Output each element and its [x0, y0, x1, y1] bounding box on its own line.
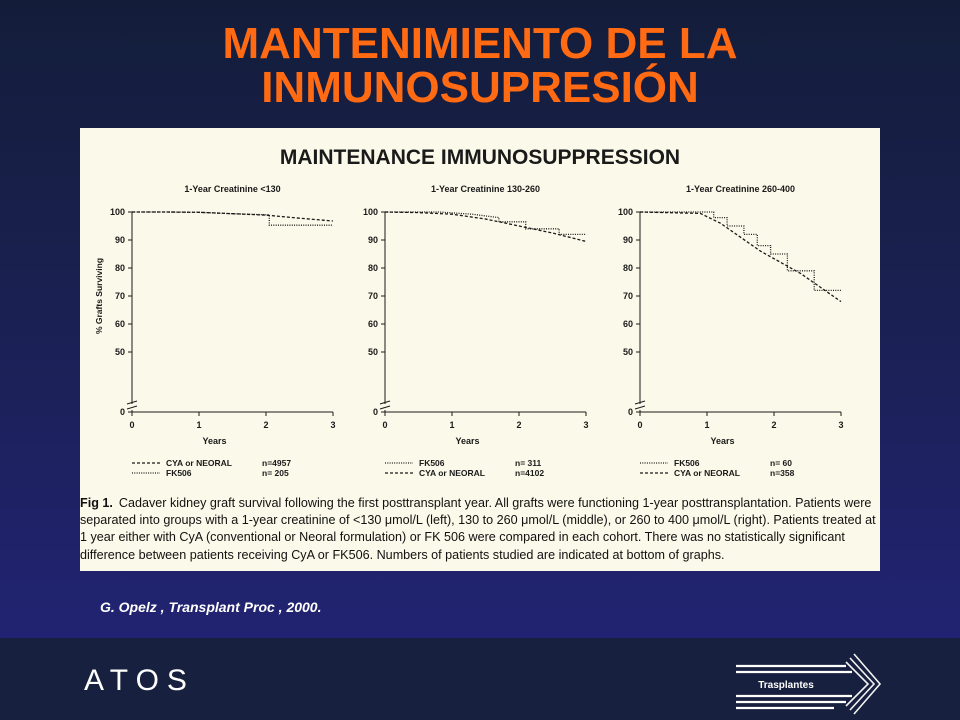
legend-label: FK506	[674, 458, 700, 468]
citation: G. Opelz , Transplant Proc , 2000.	[100, 599, 322, 615]
x-tick-label: 1	[196, 420, 201, 430]
x-tick-label: 3	[583, 420, 588, 430]
slide-title: MANTENIMIENTO DE LA INMUNOSUPRESIÓN	[0, 22, 960, 110]
chart-title: 1-Year Creatinine 130-260	[431, 184, 540, 194]
x-tick-label: 3	[330, 420, 335, 430]
legend-count: n=358	[770, 468, 795, 478]
legend-label: CYA or NEORAL	[674, 468, 740, 478]
x-tick-label: 0	[637, 420, 642, 430]
axis-break-mark	[379, 405, 391, 410]
y-tick-label: 100	[363, 207, 378, 217]
x-tick-label: 1	[449, 420, 454, 430]
x-tick-label: 2	[263, 420, 268, 430]
figure-panel: MAINTENANCE IMMUNOSUPPRESSION 1-Year Cre…	[80, 128, 880, 571]
legend-count: n=4957	[262, 458, 291, 468]
series-line-cya-or-neoral	[384, 211, 587, 243]
y-tick-label: 0	[373, 407, 378, 417]
legend-label: FK506	[419, 458, 445, 468]
trasplantes-logo: Trasplantes	[736, 653, 882, 715]
y-tick-label: 80	[115, 263, 125, 273]
y-tick-label: 70	[115, 291, 125, 301]
x-tick-label: 3	[838, 420, 843, 430]
x-axis-label: Years	[455, 436, 479, 446]
x-tick-label: 0	[129, 420, 134, 430]
chart-title: 1-Year Creatinine <130	[184, 184, 280, 194]
x-axis-label: Years	[710, 436, 734, 446]
x-tick-label: 1	[704, 420, 709, 430]
brand-name: ATOS	[84, 664, 195, 697]
y-tick-label: 60	[368, 319, 378, 329]
logo-text: Trasplantes	[758, 680, 814, 691]
legend-label: CYA or NEORAL	[166, 458, 232, 468]
legend-count: n= 205	[262, 468, 289, 478]
y-tick-label: 50	[623, 347, 633, 357]
y-tick-label: 50	[115, 347, 125, 357]
y-tick-label: 100	[618, 207, 633, 217]
series-line-cya-or-neoral	[132, 211, 334, 222]
y-tick-label: 80	[623, 263, 633, 273]
axis-break-mark	[126, 400, 138, 405]
axis-break-mark	[126, 405, 138, 410]
x-tick-label: 0	[382, 420, 387, 430]
y-tick-label: 90	[115, 235, 125, 245]
y-tick-label: 60	[115, 319, 125, 329]
y-tick-label: 0	[120, 407, 125, 417]
legend-label: FK506	[166, 468, 192, 478]
x-axis-label: Years	[202, 436, 226, 446]
series-line-cya-or-neoral	[639, 211, 842, 303]
caption-text: Cadaver kidney graft survival following …	[80, 496, 876, 562]
y-tick-label: 100	[110, 207, 125, 217]
legend-count: n= 60	[770, 458, 792, 468]
y-tick-label: 50	[368, 347, 378, 357]
legend-count: n=4102	[515, 468, 544, 478]
y-axis-label: % Grafts Surviving	[94, 258, 104, 334]
figure-heading: MAINTENANCE IMMUNOSUPPRESSION	[279, 146, 681, 169]
axis-break-mark	[379, 400, 391, 405]
y-tick-label: 90	[368, 235, 378, 245]
x-tick-label: 2	[516, 420, 521, 430]
figure-caption: Fig 1. Cadaver kidney graft survival foll…	[80, 495, 876, 564]
series-line-fk506	[640, 211, 841, 292]
axis-break-mark	[634, 400, 646, 405]
x-tick-label: 2	[771, 420, 776, 430]
legend-count: n= 311	[515, 458, 542, 468]
legend-label: CYA or NEORAL	[419, 468, 485, 478]
y-tick-label: 90	[623, 235, 633, 245]
y-tick-label: 0	[628, 407, 633, 417]
series-line-fk506	[385, 211, 586, 236]
y-tick-label: 60	[623, 319, 633, 329]
y-tick-label: 70	[623, 291, 633, 301]
slide-title-line2: INMUNOSUPRESIÓN	[261, 63, 699, 112]
axis-break-mark	[634, 405, 646, 410]
slide-title-line1: MANTENIMIENTO DE LA	[222, 19, 738, 68]
chart-title: 1-Year Creatinine 260-400	[686, 184, 795, 194]
caption-label: Fig 1.	[80, 496, 113, 510]
y-tick-label: 70	[368, 291, 378, 301]
y-tick-label: 80	[368, 263, 378, 273]
